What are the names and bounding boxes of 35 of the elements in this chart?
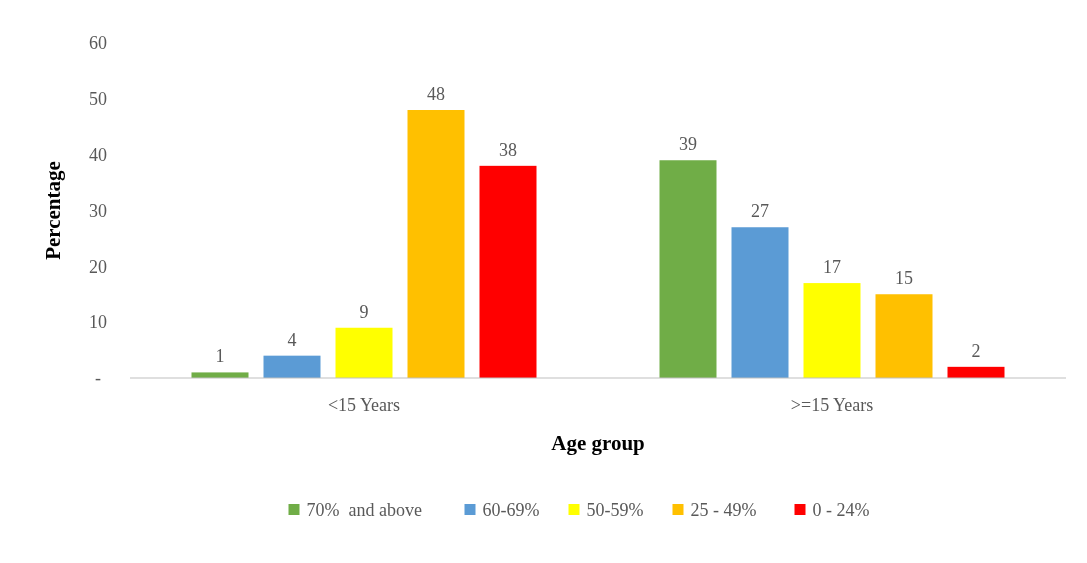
- data-label: 38: [499, 139, 517, 160]
- bar: [731, 227, 789, 378]
- x-tick-label: <15 Years: [327, 395, 401, 415]
- bar: [191, 372, 249, 378]
- data-label: 1: [215, 346, 225, 367]
- y-tick-label: 50: [89, 89, 107, 110]
- bar: [263, 355, 321, 378]
- y-tick-label: 30: [89, 200, 107, 221]
- data-label: 27: [751, 201, 769, 222]
- legend-label: 60-69%: [482, 500, 540, 521]
- legend-label: 25 - 49%: [690, 500, 757, 521]
- data-label: 15: [895, 268, 913, 289]
- y-tick-label: 20: [89, 256, 107, 277]
- data-label: 48: [427, 84, 445, 104]
- bar: [875, 294, 933, 378]
- data-label: 4: [287, 329, 297, 350]
- legend-label: 70% and above: [306, 500, 422, 521]
- bar: [479, 165, 537, 378]
- y-tick-label: -: [95, 368, 101, 389]
- y-tick-label: 40: [89, 144, 107, 165]
- data-label: 9: [359, 301, 369, 322]
- x-axis-title: Age group: [551, 431, 645, 455]
- legend-label: 0 - 24%: [812, 500, 870, 521]
- bar: [407, 110, 465, 378]
- x-tick-label: >=15 Years: [790, 395, 874, 415]
- y-tick-label: 60: [89, 33, 107, 54]
- y-axis-title: Percentage: [41, 161, 65, 260]
- y-tick-label: 10: [89, 312, 107, 333]
- data-label: 17: [823, 257, 841, 278]
- legend-label: 50-59%: [586, 500, 644, 521]
- data-label: 2: [971, 340, 981, 361]
- bar: [803, 283, 861, 378]
- bar: [659, 160, 717, 378]
- data-label: 39: [679, 134, 697, 155]
- bar: [335, 327, 393, 378]
